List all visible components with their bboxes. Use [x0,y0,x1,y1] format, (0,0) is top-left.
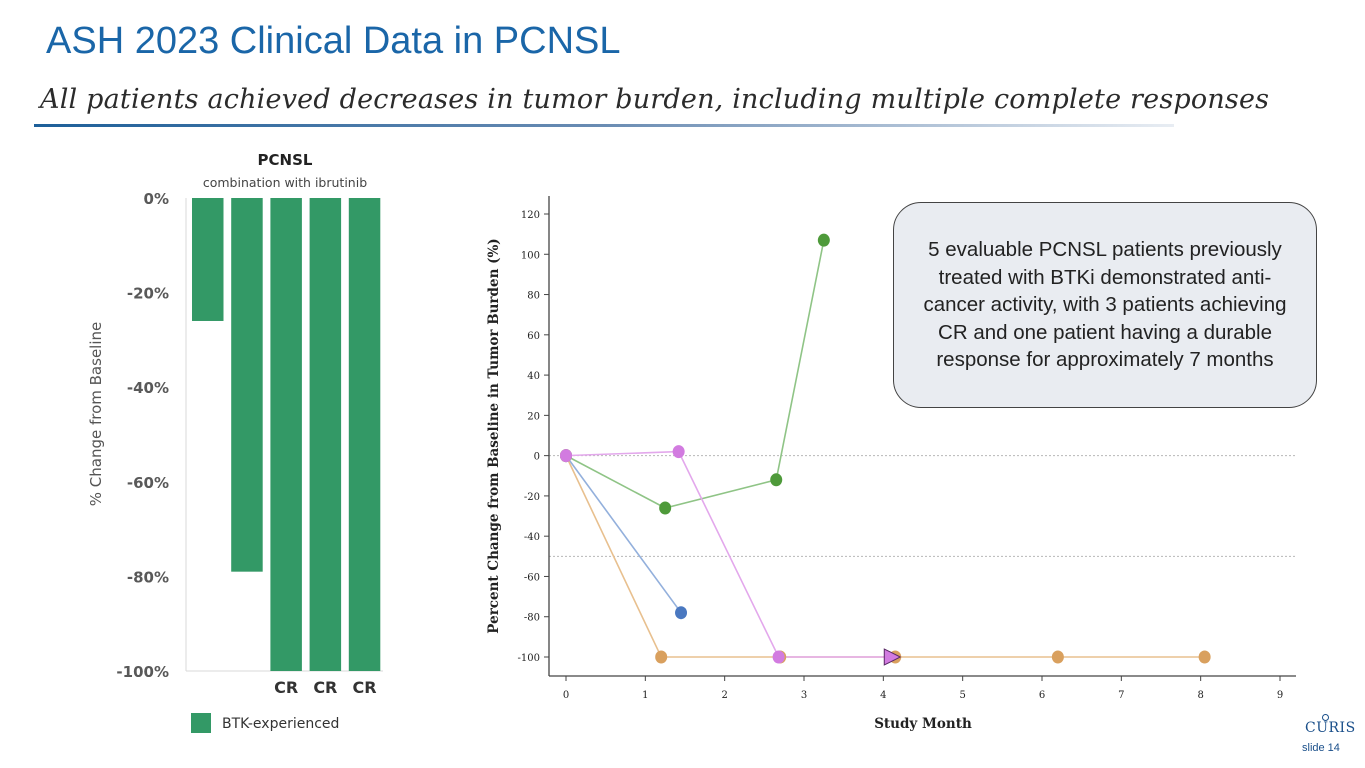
line-chart-xlabel: Study Month [874,716,972,732]
bar-y-tick-label: -80% [127,568,169,586]
series-line-pink [565,450,892,658]
bar [270,198,302,671]
line-x-tick-label: 1 [642,690,648,701]
line-y-tick-label: 0 [534,452,540,463]
bar-y-tick-label: -20% [127,285,169,303]
company-logo: CURIS [1305,720,1356,736]
line-x-tick-label: 3 [801,690,807,701]
line-x-tick-label: 5 [959,690,965,701]
bar [348,198,381,671]
line-y-tick-label: 60 [527,331,540,342]
slide-number: slide 14 [1302,742,1340,754]
summary-callout: 5 evaluable PCNSL patients previously tr… [893,202,1317,408]
bar-response-label: CR [313,678,337,697]
line-y-tick-label: 40 [527,371,540,382]
bar-y-tick-label: -60% [127,474,169,492]
bar-response-label: CR [353,678,377,697]
bar [231,198,263,572]
bar [192,198,224,321]
line-x-tick-label: 4 [880,690,886,701]
bar [309,198,342,671]
series-end-marker-pink [883,648,902,666]
series-line-blue [565,455,682,614]
series-point-pink [672,445,685,459]
bar-y-tick-label: 0% [144,190,169,208]
line-y-tick-label: 120 [521,210,540,221]
line-x-tick-label: 8 [1197,690,1203,701]
line-x-tick-label: 6 [1039,690,1045,701]
line-x-tick-label: 0 [563,690,569,701]
line-y-tick-label: 20 [527,411,540,422]
line-x-tick-label: 9 [1277,690,1283,701]
line-x-tick-label: 7 [1118,690,1124,701]
line-y-tick-label: -100 [518,653,540,664]
page-title: ASH 2023 Clinical Data in PCNSL [46,20,621,62]
bar-y-tick-label: -100% [116,663,169,681]
series-point-green [817,233,830,247]
series-point-orange [1198,650,1211,664]
legend-swatch [191,713,211,733]
series-point-orange [1051,650,1064,664]
bar-chart-subtitle: combination with ibrutinib [203,175,367,190]
legend-label: BTK-experienced [222,716,340,732]
line-y-tick-label: 80 [527,291,540,302]
bar-y-tick-label: -40% [127,379,169,397]
line-y-tick-label: -60 [524,572,540,583]
series-point-green [770,473,783,487]
line-y-tick-label: -20 [524,492,540,503]
series-line-green [565,240,825,509]
line-y-tick-label: 100 [521,250,540,261]
series-point-pink [772,650,785,664]
logo-icon [1322,714,1329,721]
line-y-tick-label: -40 [524,532,540,543]
line-chart-ylabel: Percent Change from Baseline in Tumor Bu… [486,238,502,633]
series-point-orange [655,650,668,664]
page-subtitle: All patients achieved decreases in tumor… [40,84,1270,115]
bar-chart-title: PCNSL [258,151,313,169]
line-y-tick-label: -80 [524,613,540,624]
title-divider [34,124,1174,127]
summary-callout-text: 5 evaluable PCNSL patients previously tr… [923,238,1287,372]
series-point-pink [560,449,572,463]
bar-response-label: CR [274,678,298,697]
bar-chart-ylabel: % Change from Baseline [87,322,105,507]
series-point-green [659,501,672,515]
series-point-blue [675,606,688,620]
line-x-tick-label: 2 [721,690,727,701]
